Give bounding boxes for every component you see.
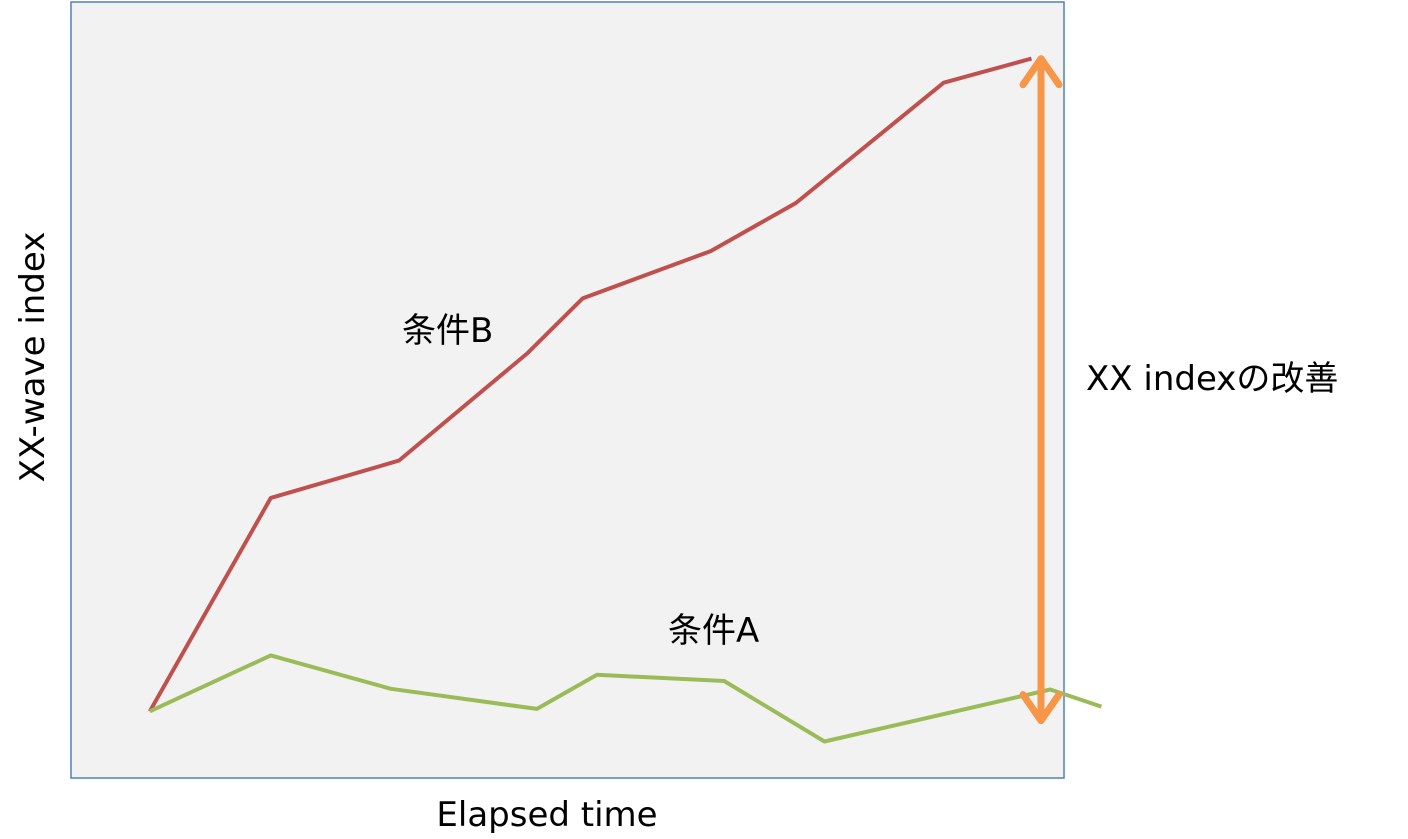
- arrow-head-top: [1019, 55, 1063, 89]
- plot-area: [70, 1, 1065, 779]
- series-line-b: [148, 56, 1033, 713]
- series-line-a: [148, 653, 1103, 744]
- y-axis-label: XX-wave index: [13, 232, 53, 483]
- x-axis-label: Elapsed time: [436, 795, 657, 835]
- series-label-b: 条件B: [402, 311, 493, 351]
- series-label-a: 条件A: [668, 611, 759, 651]
- arrow-head-bottom: [1019, 691, 1063, 725]
- series-layer: [148, 56, 1103, 744]
- annotation-label: XX indexの改善: [1086, 359, 1338, 399]
- improvement-arrow: [1019, 55, 1063, 725]
